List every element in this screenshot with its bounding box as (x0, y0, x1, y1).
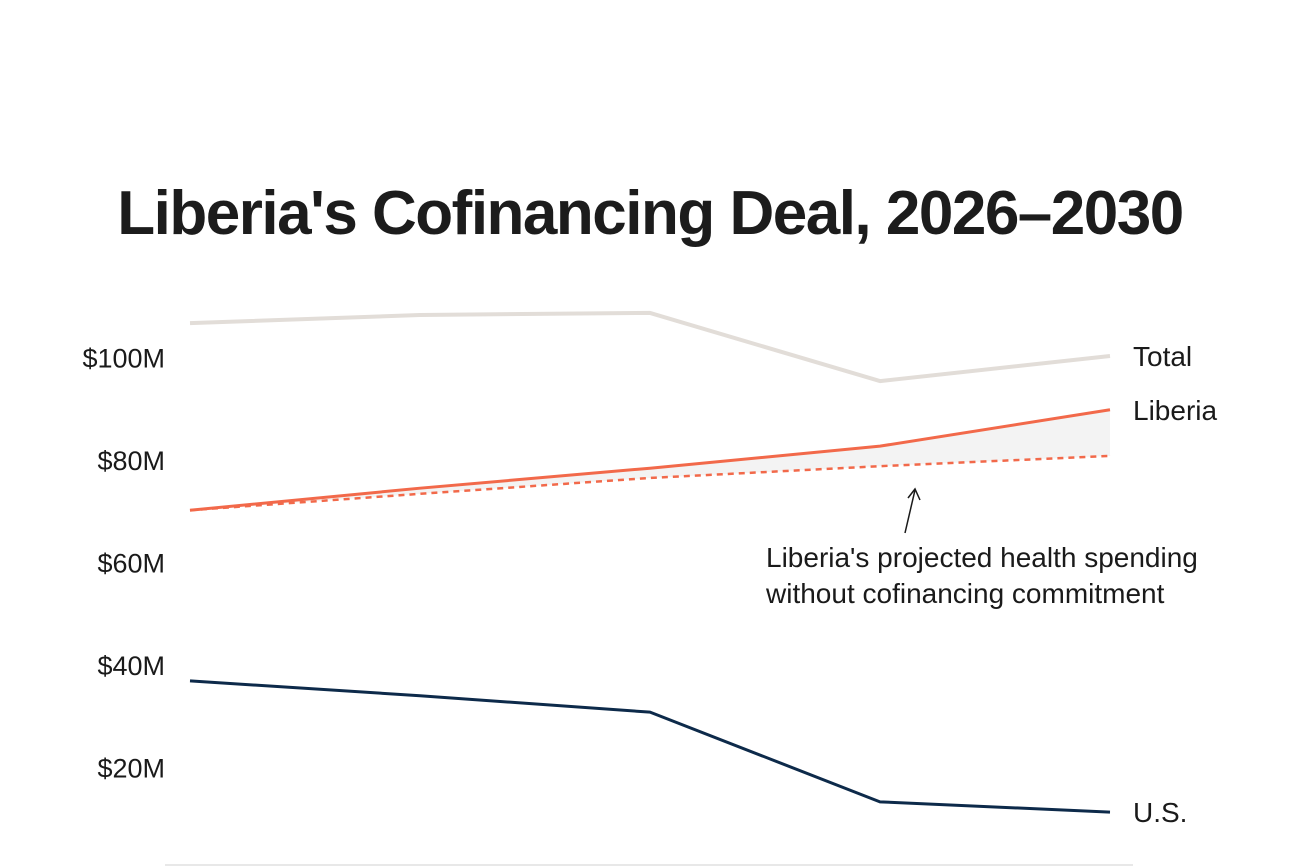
y-tick-label: $40M (97, 651, 165, 681)
series-label: Total (1133, 341, 1192, 372)
series-line-total (189, 310, 1111, 384)
gap-area (190, 409, 1110, 511)
y-tick-label: $100M (82, 344, 165, 374)
y-tick-label: $80M (97, 446, 165, 476)
series-label: U.S. (1133, 797, 1187, 828)
arrow-head-icon (907, 487, 921, 501)
series-line-projected (189, 454, 1111, 512)
annotation-text: Liberia's projected health spending with… (766, 542, 1198, 609)
series-line-us (189, 679, 1111, 814)
y-tick-label: $60M (97, 549, 165, 579)
annotation-arrow (904, 489, 916, 534)
chart-title: Liberia's Cofinancing Deal, 2026–2030 (117, 179, 1184, 248)
series-label: Liberia (1133, 395, 1217, 426)
y-tick-label: $20M (97, 754, 165, 784)
